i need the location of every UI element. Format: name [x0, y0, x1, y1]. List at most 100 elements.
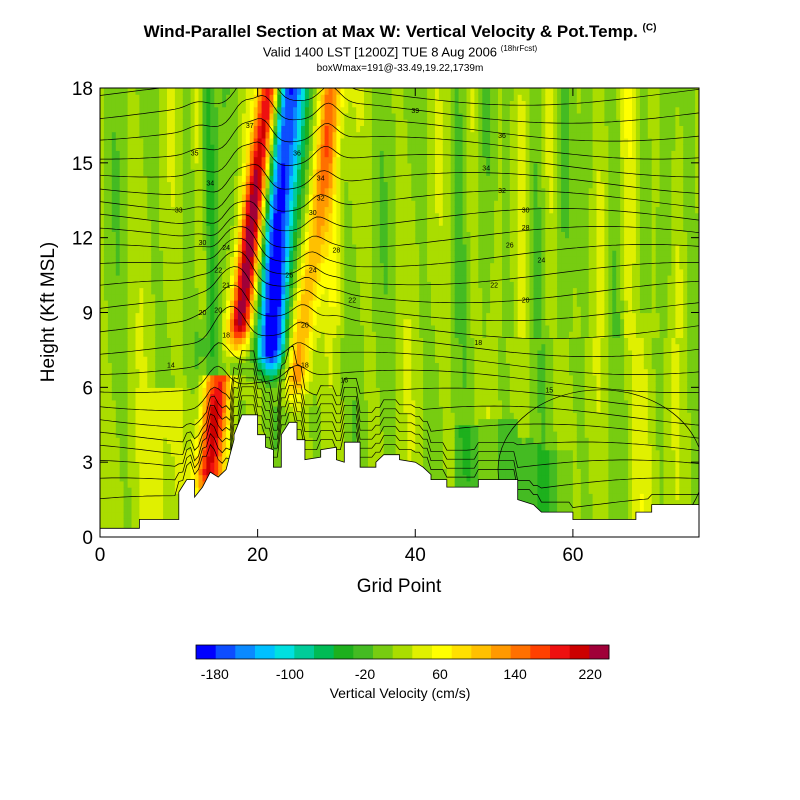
field-cell	[312, 175, 318, 183]
field-cell	[159, 88, 164, 95]
field-cell	[139, 412, 144, 420]
field-cell	[308, 443, 314, 451]
field-cell	[324, 88, 330, 95]
field-cell	[304, 137, 310, 145]
field-cell	[182, 106, 188, 114]
field-cell	[348, 131, 353, 139]
field-cell	[163, 175, 168, 183]
field-cell	[237, 337, 243, 345]
field-cell	[261, 125, 267, 133]
field-cell	[237, 194, 243, 201]
field-cell	[155, 212, 160, 220]
field-cell	[348, 206, 353, 214]
field-cell	[151, 212, 156, 220]
field-cell	[312, 169, 318, 176]
field-cell	[170, 318, 176, 326]
field-cell	[100, 293, 105, 301]
field-cell	[214, 94, 219, 101]
field-cell	[115, 337, 121, 345]
field-cell	[368, 362, 373, 370]
field-cell	[257, 268, 263, 276]
field-cell	[301, 368, 306, 376]
field-cell	[356, 88, 361, 95]
field-cell	[139, 88, 144, 95]
field-cell	[320, 219, 326, 226]
field-cell	[159, 412, 164, 420]
field-cell	[320, 175, 326, 183]
field-cell	[214, 406, 219, 413]
field-cell	[222, 100, 227, 108]
field-cell	[100, 431, 105, 438]
field-cell	[368, 462, 373, 469]
field-cell	[119, 125, 125, 133]
field-cell	[304, 119, 310, 126]
field-cell	[143, 256, 148, 264]
field-cell	[368, 287, 373, 295]
field-cell	[320, 300, 326, 307]
field-cell	[237, 381, 243, 388]
field-cell	[253, 219, 259, 226]
field-cell	[332, 169, 337, 176]
field-cell	[297, 393, 302, 401]
field-cell	[249, 243, 255, 251]
field-cell	[198, 281, 203, 289]
field-cell	[308, 225, 314, 232]
field-cell	[344, 231, 349, 239]
field-cell	[277, 106, 282, 114]
field-cell	[352, 175, 357, 183]
field-cell	[178, 393, 184, 401]
field-cell	[174, 262, 180, 270]
field-cell	[308, 268, 314, 276]
field-cell	[261, 281, 267, 289]
field-cell	[111, 243, 117, 251]
field-cell	[328, 300, 334, 307]
field-cell	[143, 219, 148, 226]
field-cell	[301, 406, 306, 413]
field-cell	[159, 100, 164, 108]
field-cell	[304, 300, 310, 307]
field-cell	[336, 349, 341, 357]
field-cell	[340, 194, 345, 201]
field-cell	[147, 150, 152, 158]
field-cell	[119, 106, 125, 114]
field-cell	[253, 337, 259, 345]
field-cell	[277, 175, 282, 183]
field-cell	[194, 418, 200, 426]
field-cell	[198, 356, 203, 363]
field-cell	[202, 275, 207, 282]
field-cell	[167, 306, 172, 314]
field-cell	[265, 137, 270, 145]
field-cell	[308, 312, 314, 320]
field-cell	[202, 356, 207, 363]
field-cell	[324, 362, 330, 370]
field-cell	[289, 225, 294, 232]
field-cell	[253, 162, 259, 170]
field-cell	[178, 194, 184, 201]
field-cell	[340, 406, 345, 413]
field-cell	[182, 243, 188, 251]
field-cell	[123, 88, 129, 95]
field-cell	[312, 418, 318, 426]
field-cell	[304, 331, 310, 338]
field-cell	[163, 512, 168, 519]
field-cell	[312, 243, 318, 251]
field-cell	[167, 443, 172, 451]
field-cell	[159, 406, 164, 413]
field-cell	[352, 106, 357, 114]
field-cell	[348, 318, 353, 326]
field-cell	[261, 250, 267, 257]
field-cell	[320, 169, 326, 176]
field-cell	[364, 393, 369, 401]
field-cell	[364, 106, 369, 114]
field-cell	[103, 125, 109, 133]
field-cell	[364, 237, 369, 245]
field-cell	[103, 212, 109, 220]
field-cell	[206, 462, 211, 469]
field-cell	[139, 275, 144, 282]
field-cell	[182, 362, 188, 370]
field-cell	[139, 237, 144, 245]
field-cell	[237, 237, 243, 245]
field-cell	[304, 362, 310, 370]
field-cell	[328, 131, 334, 139]
field-cell	[119, 480, 125, 488]
